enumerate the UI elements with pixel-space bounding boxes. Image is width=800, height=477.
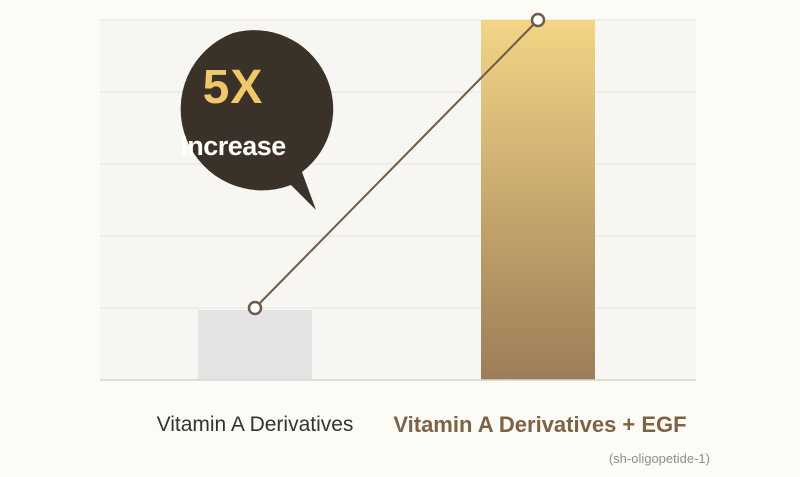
bar-vitamin-a bbox=[198, 310, 312, 380]
category-sublabel-egf: (sh-oligopetide-1) bbox=[608, 451, 710, 466]
bar-vitamin-a-egf bbox=[481, 20, 595, 380]
callout-bubble bbox=[180, 30, 334, 210]
trend-overlay bbox=[247, 12, 546, 316]
callout-value: 5X bbox=[202, 61, 264, 114]
category-label-vitamin-a: Vitamin A Derivatives bbox=[156, 413, 354, 436]
trend-marker-vitamin-a bbox=[247, 300, 263, 316]
callout-label: Increase bbox=[180, 131, 286, 161]
trend-marker-vitamin-a-egf bbox=[530, 12, 546, 28]
trend-line bbox=[254, 19, 539, 309]
category-label-vitamin-a-egf: Vitamin A Derivatives + EGF bbox=[393, 412, 687, 437]
bars bbox=[198, 20, 595, 380]
